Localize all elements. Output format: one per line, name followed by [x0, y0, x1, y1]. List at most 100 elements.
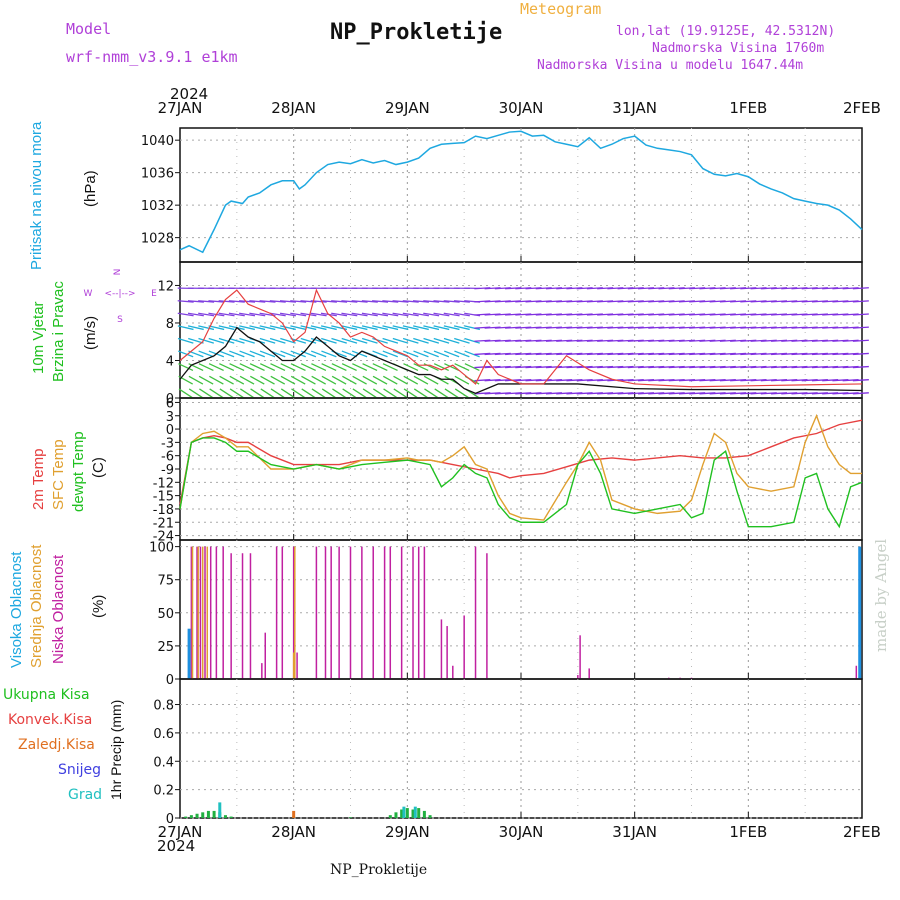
wind-barb	[219, 375, 234, 385]
wind-barb	[239, 375, 255, 385]
y-tick-label: -12	[153, 476, 174, 491]
wind-barb	[393, 375, 408, 385]
wind-barb	[454, 375, 470, 385]
wind-barb	[310, 312, 327, 317]
wind-barb	[434, 388, 449, 399]
wind-barb	[310, 325, 327, 331]
cloud_low-bar	[281, 546, 284, 679]
y-tick-label: 1032	[141, 199, 174, 214]
wind-barb	[290, 375, 306, 385]
wind-barb	[321, 350, 337, 358]
wind-barb	[454, 337, 470, 344]
wind-barb	[321, 337, 337, 344]
wind-barb	[321, 388, 336, 399]
wind-barb	[249, 312, 266, 317]
wind-barb	[361, 337, 378, 344]
wind-barb	[331, 375, 347, 385]
wind-barb	[239, 337, 255, 344]
wind-barb	[218, 300, 235, 303]
model-altitude: Nadmorska Visina u modelu 1647.44m	[537, 58, 804, 73]
wind-barb	[300, 363, 316, 372]
wind-barb	[372, 325, 388, 331]
wind-barb	[291, 388, 306, 399]
y-tick-label: 0	[166, 812, 174, 827]
wind-barb	[290, 300, 307, 303]
cloud_low-bar	[315, 546, 318, 679]
y-tick-label: 0	[166, 392, 174, 407]
wind-barb	[392, 312, 409, 317]
wind-barb	[259, 350, 276, 358]
wind-barb	[198, 300, 215, 303]
hail-bar	[402, 806, 406, 818]
cloud_low-bar	[412, 546, 414, 679]
cloud_low-bar	[230, 553, 232, 679]
sfc_temp-line	[179, 413, 862, 521]
compass-n: N	[113, 269, 123, 276]
wind-barb	[208, 363, 224, 372]
cloud_low-bar	[338, 546, 340, 679]
cloud_low-bar	[275, 546, 278, 679]
precip_total-bar	[206, 810, 210, 818]
footer-title: NP_Prokletije	[330, 862, 428, 878]
y-tick-label: 1028	[141, 232, 174, 247]
wind-barb	[187, 312, 204, 317]
wind-barb	[403, 363, 419, 372]
wind-barb	[269, 337, 286, 344]
wind-barb	[382, 312, 399, 317]
wind-barb	[402, 312, 419, 317]
wind-barb	[341, 300, 358, 303]
cloud_low-bar	[324, 546, 327, 679]
cloud_low-bar	[361, 546, 363, 679]
precip_total-bar	[212, 810, 216, 818]
wind-barb	[351, 300, 368, 303]
wind-barb	[372, 350, 388, 358]
legend-frozen-rain: Zaledj.Kisa	[18, 737, 95, 753]
wind-barb	[270, 363, 286, 372]
wind-barb	[311, 375, 326, 385]
wind-barb	[393, 388, 408, 399]
wind-barb	[433, 312, 450, 317]
wind-barb	[188, 375, 204, 385]
wind-barb	[331, 300, 348, 303]
wind-barb	[453, 325, 470, 331]
wind-barb	[351, 350, 368, 358]
cloud_high-bar	[187, 628, 191, 679]
wind-barb	[372, 337, 388, 344]
wind-barb	[249, 363, 265, 372]
wind-barb	[279, 312, 296, 317]
wind-barb	[321, 375, 337, 385]
wind-barb	[402, 325, 419, 331]
time-tick-label-top: 31JAN	[612, 99, 657, 117]
wind-barb	[403, 375, 419, 385]
cloud_low-bar	[330, 546, 332, 679]
cloud_low-bar	[199, 546, 202, 679]
cloud_low-bar	[400, 546, 403, 679]
wind-barb	[464, 325, 481, 331]
wind-barb	[454, 363, 470, 372]
subtitle: Meteogram	[520, 0, 602, 18]
y-tick-label: 75	[157, 574, 174, 589]
wind-barb	[177, 312, 194, 317]
precip_frozen-bar	[292, 810, 296, 818]
wind-barb	[198, 337, 214, 344]
wind-barb	[209, 375, 224, 385]
cloud_mid-bar	[191, 546, 194, 679]
cloud_low-bar	[383, 546, 386, 679]
wind-barb	[423, 300, 440, 303]
wind-barb	[218, 337, 235, 344]
wind-barb	[341, 325, 358, 331]
wind-barb	[423, 312, 440, 317]
precip_total-bar	[189, 815, 193, 818]
wind-barb	[177, 300, 194, 303]
wind-barb	[423, 350, 439, 358]
wind-barb	[218, 350, 235, 358]
wind-barb	[342, 388, 357, 399]
wind-barb	[372, 388, 388, 399]
wind-gust-line	[179, 288, 863, 388]
cloud_low-bar	[204, 546, 206, 679]
wind-barb	[402, 337, 419, 344]
precip_total-bar	[201, 812, 205, 818]
wind-barb	[362, 388, 377, 399]
wind-barb	[454, 388, 469, 399]
dewpt-line	[179, 437, 863, 529]
